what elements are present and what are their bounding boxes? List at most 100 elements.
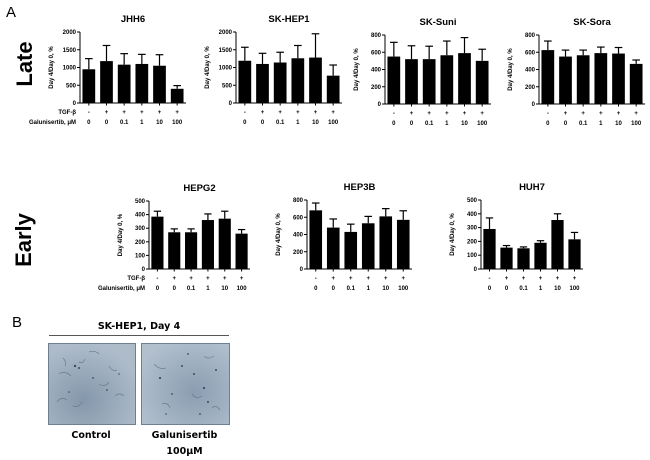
y-tick-label: 0 <box>229 101 233 107</box>
galunisertib-value: 0.1 <box>276 120 285 126</box>
galunisertib-value: 10 <box>461 121 468 127</box>
tgf-value: + <box>634 111 638 117</box>
bar <box>612 53 625 104</box>
chart-title: HUH7 <box>519 182 545 193</box>
chart-title: HEPG2 <box>183 183 215 194</box>
micrograph-control-image <box>49 344 135 424</box>
tgf-value: + <box>573 276 577 282</box>
tgf-value: + <box>206 276 210 282</box>
y-tick-label: 2000 <box>63 30 77 36</box>
micrograph-galunisertib-image <box>142 344 229 424</box>
bar <box>405 59 418 104</box>
bar <box>135 63 149 103</box>
caption-galunisertib-line1: Galunisertib <box>151 430 218 441</box>
bar <box>559 56 572 104</box>
bar <box>309 57 322 103</box>
bar <box>440 55 454 104</box>
galunisertib-value: 0 <box>243 120 247 126</box>
bar <box>517 248 530 269</box>
chart-title: SK-Suni <box>420 17 457 28</box>
tgf-row-label: TGF-β <box>58 110 76 116</box>
bar <box>483 228 496 269</box>
tgf-value: + <box>505 276 509 282</box>
galunisertib-value: 1 <box>140 120 144 126</box>
tgf-value: + <box>172 276 176 282</box>
bar <box>594 53 608 104</box>
bar <box>326 75 340 103</box>
galunisertib-value: 100 <box>237 286 248 292</box>
tgf-value: + <box>189 276 193 282</box>
y-axis-label: Day 4/Day 0, % <box>354 48 360 91</box>
y-tick-label: 200 <box>135 240 146 246</box>
micrograph-galunisertib <box>141 343 230 425</box>
galunisertib-value: 1 <box>539 286 543 292</box>
galunisertib-value: 10 <box>615 121 622 127</box>
y-tick-label: 200 <box>525 85 536 91</box>
tgf-value: + <box>296 110 300 116</box>
tgf-value: - <box>156 276 158 282</box>
bar <box>201 220 214 269</box>
bar <box>344 231 358 269</box>
tgf-value: + <box>556 276 560 282</box>
y-tick-label: 0 <box>532 102 536 108</box>
bar <box>309 210 323 269</box>
tgf-value: + <box>366 276 370 282</box>
bar <box>256 63 269 103</box>
panel-b-header: SK-HEP1, Day 4 <box>97 321 181 332</box>
y-tick-label: 1500 <box>219 48 233 54</box>
y-tick-label: 100 <box>135 253 146 259</box>
y-tick-label: 200 <box>293 250 304 256</box>
bar <box>170 88 184 103</box>
y-tick-label: 600 <box>293 215 304 221</box>
bar <box>568 239 581 269</box>
y-tick-label: 400 <box>371 68 382 74</box>
chart-huh7: HUH7 Day 4/Day 0, % 0 100 200 300 400 500 - 0 +0 +0… <box>450 182 583 292</box>
galunisertib-value: 10 <box>382 286 389 292</box>
bar <box>117 64 131 103</box>
bar <box>534 242 547 269</box>
galunisertib-value: 0.1 <box>519 286 528 292</box>
tgf-value: + <box>314 110 318 116</box>
y-tick-label: 1500 <box>63 48 77 54</box>
bar <box>500 247 513 269</box>
bar <box>238 60 252 103</box>
bar <box>551 220 564 269</box>
bar <box>218 218 231 269</box>
y-tick-label: 0 <box>300 267 304 273</box>
chart-title: SK-HEP1 <box>268 14 310 25</box>
tgf-value: + <box>401 276 405 282</box>
tgf-value: - <box>315 276 317 282</box>
caption-control: Control <box>48 428 134 444</box>
y-tick-label: 400 <box>525 68 536 74</box>
y-tick-label: 0 <box>474 267 478 273</box>
galunisertib-value: 0.1 <box>425 121 434 127</box>
bar <box>387 56 401 104</box>
y-axis-label: Day 4/Day 0, % <box>450 213 456 256</box>
y-tick-label: 1000 <box>63 66 77 72</box>
tgf-value: - <box>547 111 549 117</box>
bar <box>151 216 164 269</box>
tgf-value: + <box>463 111 467 117</box>
y-axis-label: Day 4/Day 0, % <box>508 48 514 91</box>
bar <box>379 216 393 269</box>
y-tick-label: 800 <box>525 33 536 39</box>
y-tick-label: 400 <box>135 213 146 219</box>
galunisertib-value: 0.1 <box>579 121 588 127</box>
y-tick-label: 800 <box>371 33 382 39</box>
y-axis-label: Day 4/Day 0, % <box>205 46 211 89</box>
bar <box>291 58 305 103</box>
galunisertib-value: 0.1 <box>347 286 356 292</box>
galunisertib-value: 0 <box>332 286 336 292</box>
bar <box>475 60 489 104</box>
bar <box>185 232 198 269</box>
galunisertib-value: 1 <box>599 121 603 127</box>
galunisertib-value: 0 <box>488 286 492 292</box>
tgf-value: + <box>223 276 227 282</box>
tgf-value: + <box>384 276 388 282</box>
y-tick-label: 100 <box>467 253 478 259</box>
tgf-value: - <box>88 110 90 116</box>
tgf-value: + <box>427 111 431 117</box>
tgf-value: + <box>122 110 126 116</box>
